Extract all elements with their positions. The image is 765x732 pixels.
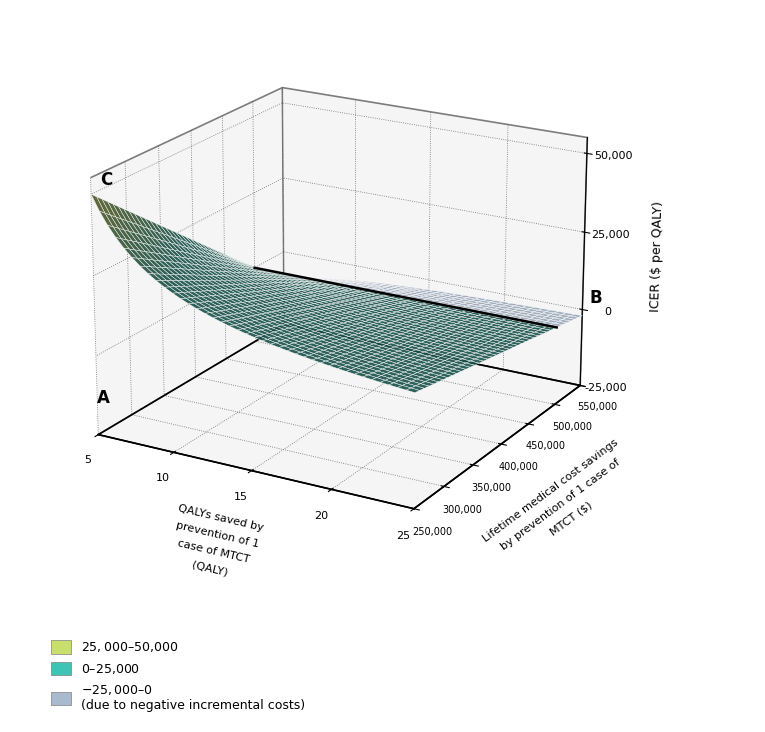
Y-axis label: Lifetime medical cost savings
by prevention of 1 case of
MTCT ($): Lifetime medical cost savings by prevent… [481,437,640,572]
X-axis label: QALYs saved by
prevention of 1
case of MTCT
(QALY): QALYs saved by prevention of 1 case of M… [166,503,265,583]
Legend: $25,000–$50,000, $0–$25,000, −$25,000–$0
(due to negative incremental costs): $25,000–$50,000, $0–$25,000, −$25,000–$0… [44,634,311,718]
